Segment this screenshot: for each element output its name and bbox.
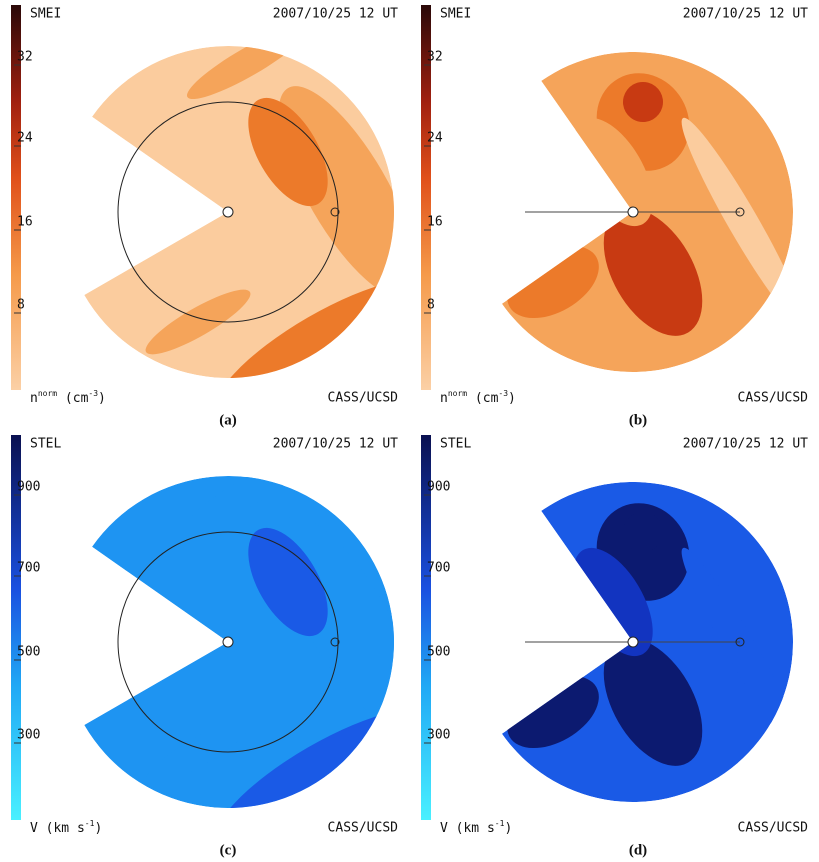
map-contour: [623, 512, 663, 552]
map: [84, 45, 395, 379]
sun: [627, 206, 639, 218]
map-contour: [186, 475, 310, 530]
sun: [222, 206, 234, 218]
colorbar-tick-label: 24: [427, 131, 443, 146]
unit-text: ): [508, 391, 516, 406]
map-contour: [248, 527, 328, 637]
colorbar-tick-label: 500: [427, 645, 450, 660]
unit-superscript: -3: [498, 389, 508, 398]
credit-label: CASS/UCSD: [328, 391, 399, 406]
map-contour: [248, 97, 328, 207]
earth: [330, 207, 340, 217]
colorbar-tick-label: 16: [17, 215, 33, 230]
credit-label: CASS/UCSD: [328, 821, 399, 836]
panel: STEL 2007/10/25 12 UT 900 700 500 300 V (km s-…: [421, 435, 809, 858]
instrument-label: STEL: [30, 437, 61, 452]
panel: STEL 2007/10/25 12 UT 900 700 500 300 V (km s-…: [11, 435, 399, 858]
unit-label: V (km s-1): [30, 819, 102, 836]
unit-text: n: [440, 391, 448, 406]
unit-superscript: norm: [448, 389, 467, 398]
orbit: [117, 531, 339, 753]
credit-label: CASS/UCSD: [738, 391, 809, 406]
map-contour: [573, 117, 653, 227]
colorbar-tick-label: 8: [427, 298, 435, 313]
unit-label: nnorm (cm-3): [440, 389, 516, 406]
unit-text: (cm: [467, 391, 498, 406]
colorbar-tick-label: 900: [17, 480, 40, 495]
unit-text: n: [30, 391, 38, 406]
colorbar: [421, 435, 431, 820]
date-label: 2007/10/25 12 UT: [273, 7, 398, 22]
map-contour: [186, 45, 310, 100]
map-contour: [573, 547, 653, 657]
unit-text: ): [98, 391, 106, 406]
sun: [222, 636, 234, 648]
colorbar: [11, 5, 21, 390]
unit-text: ): [94, 821, 102, 836]
map-contour: [603, 208, 703, 336]
colorbar: [421, 5, 431, 390]
unit-label: nnorm (cm-3): [30, 389, 106, 406]
unit-superscript: -1: [85, 819, 95, 828]
date-label: 2007/10/25 12 UT: [273, 437, 398, 452]
colorbar-tick-label: 900: [427, 480, 450, 495]
unit-superscript: norm: [38, 389, 57, 398]
date-label: 2007/10/25 12 UT: [683, 437, 808, 452]
earth: [735, 637, 745, 647]
map-contour: [681, 547, 794, 757]
panel: SMEI 2007/10/25 12 UT 32 24 16 8 nnorm (cm-3) C…: [421, 5, 809, 428]
colorbar: [11, 435, 21, 820]
earth: [330, 637, 340, 647]
colorbar-tick-label: 300: [427, 728, 450, 743]
earth: [735, 207, 745, 217]
unit-text: V (km s: [30, 821, 85, 836]
date-label: 2007/10/25 12 UT: [683, 7, 808, 22]
map-contour: [145, 289, 251, 355]
unit-text: V (km s: [440, 821, 495, 836]
unit-text: ): [504, 821, 512, 836]
caption: (d): [629, 842, 647, 858]
unit-superscript: -3: [88, 389, 98, 398]
unit-superscript: -1: [495, 819, 505, 828]
caption: (a): [219, 412, 237, 428]
colorbar-tick-label: 24: [17, 131, 33, 146]
map-contour: [623, 82, 663, 123]
colorbar-tick-label: 32: [17, 50, 33, 65]
colorbar-tick-label: 700: [427, 561, 450, 576]
colorbar-tick-label: 16: [427, 215, 443, 230]
panel: SMEI 2007/10/25 12 UT 32 24 16 8 nnorm (cm-3) C…: [11, 5, 399, 428]
map-contour: [603, 638, 703, 766]
colorbar-tick-label: 8: [17, 298, 25, 313]
unit-text: (cm: [57, 391, 88, 406]
unit-label: V (km s-1): [440, 819, 512, 836]
instrument-label: STEL: [440, 437, 471, 452]
map-contour: [145, 719, 251, 785]
sun: [627, 636, 639, 648]
map-contour: [681, 117, 794, 327]
instrument-label: SMEI: [30, 7, 61, 22]
colorbar-tick-label: 32: [427, 50, 443, 65]
credit-label: CASS/UCSD: [738, 821, 809, 836]
colorbar-tick-label: 700: [17, 561, 40, 576]
caption: (c): [220, 842, 237, 858]
colorbar-tick-label: 300: [17, 728, 40, 743]
colorbar-tick-label: 500: [17, 645, 40, 660]
caption: (b): [629, 412, 647, 428]
instrument-label: SMEI: [440, 7, 471, 22]
orbit: [117, 101, 339, 323]
map: [84, 475, 395, 809]
